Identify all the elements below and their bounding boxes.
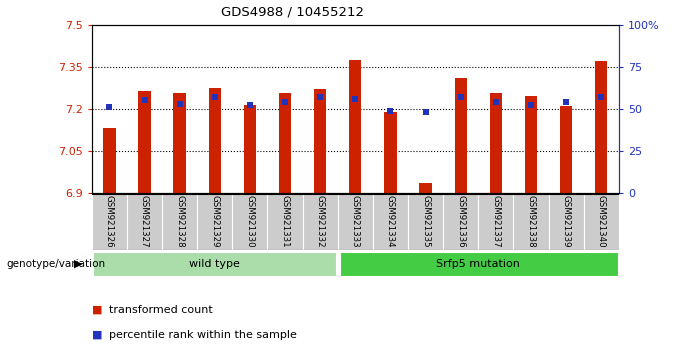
Bar	[384, 112, 396, 193]
Text: GSM921331: GSM921331	[281, 195, 290, 248]
Bar	[420, 183, 432, 193]
Text: transformed count: transformed count	[109, 305, 213, 315]
Text: GSM921329: GSM921329	[210, 195, 219, 248]
Bar	[513, 194, 549, 250]
Text: GSM921338: GSM921338	[526, 195, 535, 248]
Bar	[233, 194, 267, 250]
Text: GSM921340: GSM921340	[597, 195, 606, 248]
Bar	[525, 96, 537, 193]
Bar	[560, 106, 573, 193]
Bar	[549, 194, 583, 250]
Text: percentile rank within the sample: percentile rank within the sample	[109, 330, 296, 339]
Bar	[314, 89, 326, 193]
Bar	[279, 93, 291, 193]
Bar	[197, 194, 233, 250]
Bar	[478, 194, 513, 250]
Bar	[303, 194, 338, 250]
FancyBboxPatch shape	[92, 252, 337, 276]
Text: GDS4988 / 10455212: GDS4988 / 10455212	[221, 5, 364, 18]
Bar	[127, 194, 162, 250]
Bar	[373, 194, 408, 250]
Text: GSM921326: GSM921326	[105, 195, 114, 248]
Bar	[209, 88, 221, 193]
Text: ■: ■	[92, 330, 102, 339]
Bar	[173, 93, 186, 193]
Bar	[454, 78, 467, 193]
Bar	[408, 194, 443, 250]
Text: GSM921327: GSM921327	[140, 195, 149, 248]
Text: GSM921334: GSM921334	[386, 195, 395, 248]
Bar	[138, 91, 151, 193]
Text: GSM921339: GSM921339	[562, 195, 571, 248]
Text: GSM921332: GSM921332	[316, 195, 324, 248]
Bar	[443, 194, 478, 250]
Text: GSM921337: GSM921337	[492, 195, 500, 248]
Text: GSM921335: GSM921335	[421, 195, 430, 248]
Text: GSM921330: GSM921330	[245, 195, 254, 248]
Bar	[338, 194, 373, 250]
Bar	[595, 61, 607, 193]
FancyBboxPatch shape	[340, 252, 619, 276]
Text: genotype/variation: genotype/variation	[7, 259, 106, 269]
Bar	[583, 194, 619, 250]
Text: ■: ■	[92, 305, 102, 315]
Bar	[103, 129, 116, 193]
Text: GSM921328: GSM921328	[175, 195, 184, 248]
Bar	[267, 194, 303, 250]
Bar	[92, 194, 127, 250]
Bar	[243, 105, 256, 193]
Bar	[349, 60, 362, 193]
Text: wild type: wild type	[189, 258, 240, 269]
Text: Srfp5 mutation: Srfp5 mutation	[437, 258, 520, 269]
Text: GSM921333: GSM921333	[351, 195, 360, 248]
Bar	[162, 194, 197, 250]
Text: ▶: ▶	[74, 259, 83, 269]
Bar	[490, 93, 502, 193]
Text: GSM921336: GSM921336	[456, 195, 465, 248]
